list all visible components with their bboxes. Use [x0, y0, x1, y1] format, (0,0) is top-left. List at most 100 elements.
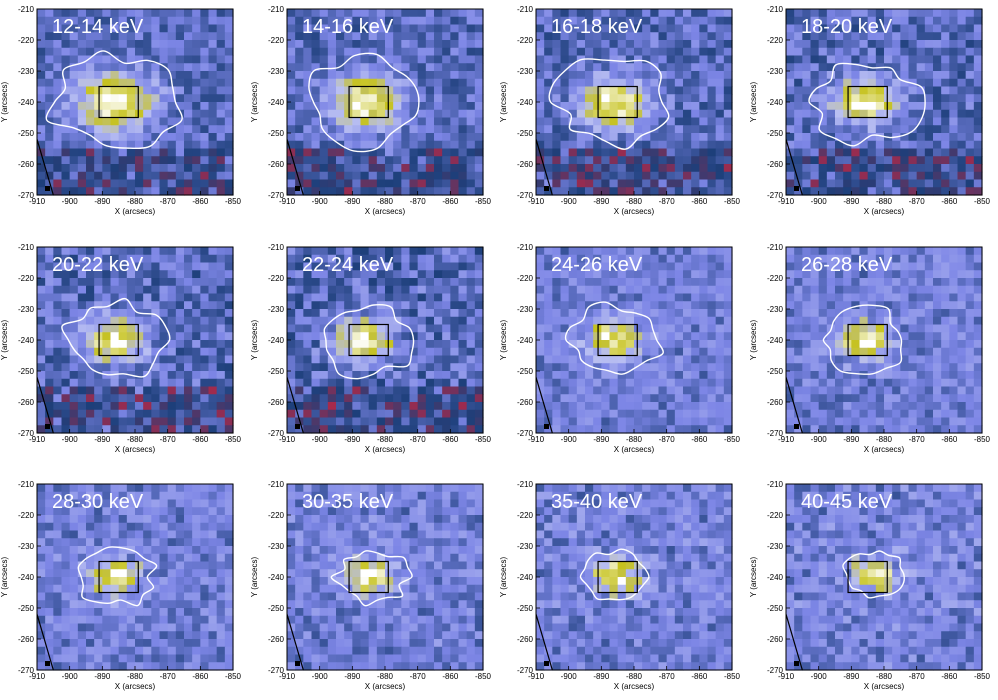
- heatmap-cell: [909, 356, 918, 364]
- heatmap-cell: [966, 56, 975, 64]
- heatmap-cell: [434, 332, 443, 340]
- heatmap-cell: [835, 294, 844, 302]
- heatmap-cell: [577, 118, 586, 126]
- heatmap-cell: [716, 348, 725, 356]
- heatmap-cell: [601, 348, 610, 356]
- heatmap-cell: [552, 294, 561, 302]
- heatmap-cell: [426, 278, 435, 286]
- x-tick-label: -870: [659, 435, 676, 444]
- heatmap-cell: [716, 394, 725, 402]
- heatmap-cell: [135, 118, 144, 126]
- heatmap-cell: [217, 371, 226, 379]
- heatmap-cell: [361, 102, 370, 110]
- heatmap-cell: [835, 301, 844, 309]
- heatmap-cell: [442, 402, 451, 410]
- heatmap-cell: [119, 309, 128, 317]
- heatmap-cell: [217, 172, 226, 180]
- heatmap-cell: [811, 286, 820, 294]
- heatmap-cell: [860, 172, 869, 180]
- heatmap-cell: [320, 63, 329, 71]
- heatmap-cell: [941, 87, 950, 95]
- heatmap-cell: [352, 410, 361, 418]
- heatmap-cell: [802, 325, 811, 333]
- heatmap-cell: [37, 425, 46, 433]
- heatmap-cell: [303, 371, 312, 379]
- heatmap-cell: [900, 387, 909, 395]
- heatmap-cell: [716, 363, 725, 371]
- heatmap-cell: [94, 40, 103, 48]
- heatmap-cell: [900, 118, 909, 126]
- y-axis-title: Y (arcsecs): [749, 320, 758, 361]
- heatmap-cell: [786, 25, 795, 33]
- heatmap-cell: [344, 48, 353, 56]
- heatmap-cell: [974, 294, 983, 302]
- heatmap-cell: [86, 317, 95, 325]
- heatmap-cell: [225, 110, 234, 118]
- heatmap-cell: [102, 356, 111, 364]
- heatmap-cell: [225, 371, 234, 379]
- heatmap-cell: [320, 317, 329, 325]
- heatmap-cell: [467, 356, 476, 364]
- heatmap-cell: [176, 387, 185, 395]
- heatmap-cell: [577, 325, 586, 333]
- heatmap-cell: [94, 187, 103, 195]
- x-axis-title: X (arcsecs): [864, 445, 905, 454]
- heatmap-cell: [303, 149, 312, 157]
- heatmap-cell: [217, 32, 226, 40]
- heatmap-cell: [835, 40, 844, 48]
- heatmap-cell: [925, 418, 934, 426]
- heatmap-cell: [610, 118, 619, 126]
- heatmap-cell: [667, 247, 676, 255]
- heatmap-cell: [699, 172, 708, 180]
- heatmap-cell: [176, 79, 185, 87]
- heatmap-cell: [328, 294, 337, 302]
- heatmap-cell: [53, 294, 62, 302]
- heatmap-cell: [151, 32, 160, 40]
- heatmap-cell: [225, 133, 234, 141]
- heatmap-cell: [467, 325, 476, 333]
- heatmap-cell: [884, 94, 893, 102]
- heatmap-cell: [958, 394, 967, 402]
- heatmap-cell: [691, 309, 700, 317]
- heatmap-cell: [650, 418, 659, 426]
- heatmap-cell: [683, 133, 692, 141]
- heatmap-cell: [900, 110, 909, 118]
- heatmap-cell: [659, 164, 668, 172]
- heatmap-cell: [377, 133, 386, 141]
- heatmap-cell: [475, 164, 484, 172]
- heatmap-cell: [941, 425, 950, 433]
- heatmap-cell: [634, 56, 643, 64]
- heatmap-cell: [225, 56, 234, 64]
- heatmap-cell: [724, 141, 733, 149]
- heatmap-cell: [344, 172, 353, 180]
- heatmap-cell: [552, 133, 561, 141]
- heatmap-cell: [176, 340, 185, 348]
- heatmap-cell: [601, 149, 610, 157]
- heatmap-cell: [650, 149, 659, 157]
- heatmap-cell: [336, 363, 345, 371]
- heatmap-cell: [45, 87, 54, 95]
- heatmap-cell: [794, 371, 803, 379]
- heatmap-cell: [475, 172, 484, 180]
- heatmap-cell: [634, 387, 643, 395]
- heatmap-cell: [794, 363, 803, 371]
- heatmap-cell: [475, 63, 484, 71]
- heatmap-cell: [86, 387, 95, 395]
- heatmap-cell: [200, 172, 209, 180]
- heatmap-cell: [941, 286, 950, 294]
- heatmap-cell: [336, 425, 345, 433]
- heatmap-cell: [37, 500, 46, 508]
- heatmap-cell: [851, 180, 860, 188]
- heatmap-cell: [287, 87, 296, 95]
- heatmap-cell: [909, 332, 918, 340]
- heatmap-cell: [610, 180, 619, 188]
- heatmap-cell: [642, 387, 651, 395]
- heatmap-cell: [884, 332, 893, 340]
- heatmap-cell: [724, 263, 733, 271]
- heatmap-cell: [917, 255, 926, 263]
- heatmap-cell: [683, 286, 692, 294]
- heatmap-cell: [827, 102, 836, 110]
- heatmap-cell: [941, 410, 950, 418]
- heatmap-cell: [650, 294, 659, 302]
- heatmap-cell: [78, 340, 87, 348]
